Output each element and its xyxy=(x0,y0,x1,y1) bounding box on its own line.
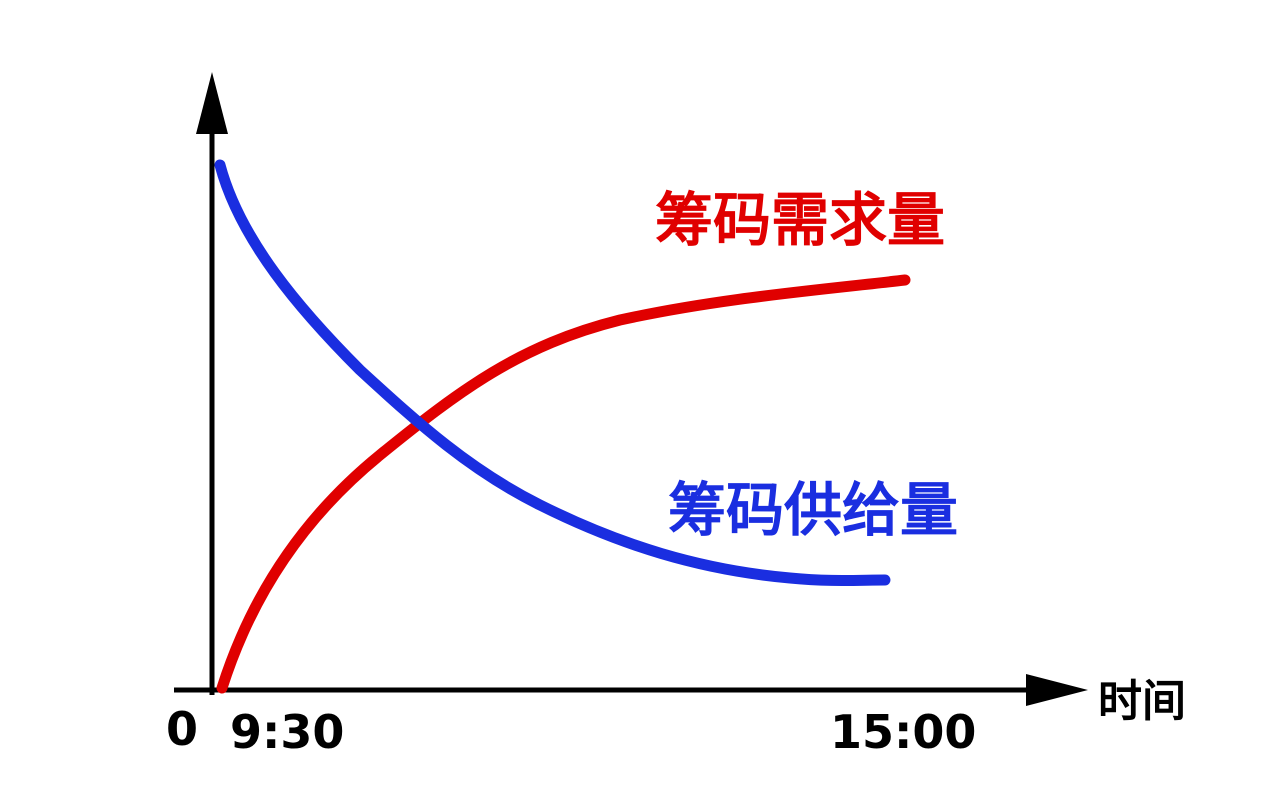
y-axis-arrow xyxy=(196,72,228,134)
demand-curve xyxy=(216,274,911,694)
start-time: 9:30 xyxy=(230,705,344,759)
end-time: 15:00 xyxy=(830,705,976,759)
x-axis-label: 时间 xyxy=(1098,676,1186,727)
demand-label: 筹码需求量 xyxy=(655,186,945,254)
supply-curve xyxy=(214,159,891,586)
supply-label: 筹码供给量 xyxy=(668,476,958,544)
x-axis-arrow xyxy=(1026,674,1088,706)
origin-label: 0 xyxy=(166,702,198,756)
